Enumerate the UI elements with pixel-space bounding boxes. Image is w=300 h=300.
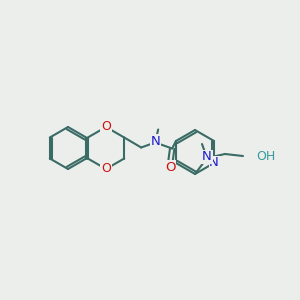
Text: O: O [101, 163, 111, 176]
Text: N: N [202, 151, 212, 164]
Text: O: O [165, 161, 175, 174]
Text: O: O [101, 121, 111, 134]
Text: OH: OH [256, 149, 275, 163]
Text: N: N [150, 135, 160, 148]
Text: N: N [209, 157, 219, 169]
